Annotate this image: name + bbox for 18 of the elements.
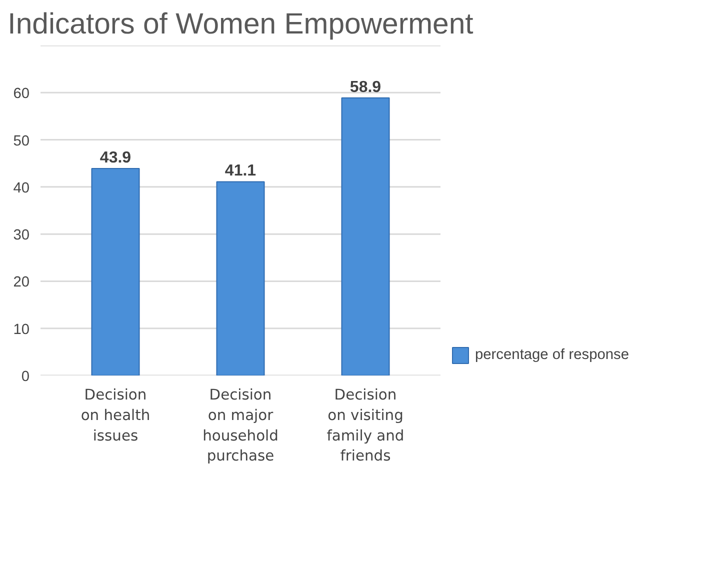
y-tick-label: 0 [21, 369, 30, 385]
y-tick-label: 30 [13, 228, 30, 244]
bar [91, 168, 140, 376]
data-label: 43.9 [100, 150, 132, 167]
data-label: 58.9 [350, 78, 382, 96]
x-tick-label: Decision on health issues [80, 386, 150, 444]
y-tick-label: 40 [13, 180, 30, 196]
legend-label: percentage of response [475, 347, 629, 363]
y-tick-label: 50 [13, 133, 30, 150]
y-tick-label: 60 [13, 86, 30, 102]
bar [216, 181, 265, 376]
bar [341, 97, 390, 376]
x-tick-label: Decision on visiting family and friends [326, 386, 404, 465]
y-tick-label: 10 [13, 322, 30, 338]
data-label: 41.1 [224, 162, 256, 180]
chart-title: Indicators of Women Empowerment [8, 8, 474, 40]
y-tick-label: 20 [13, 274, 30, 291]
x-tick-label: Decision on major household purchase [202, 386, 278, 465]
